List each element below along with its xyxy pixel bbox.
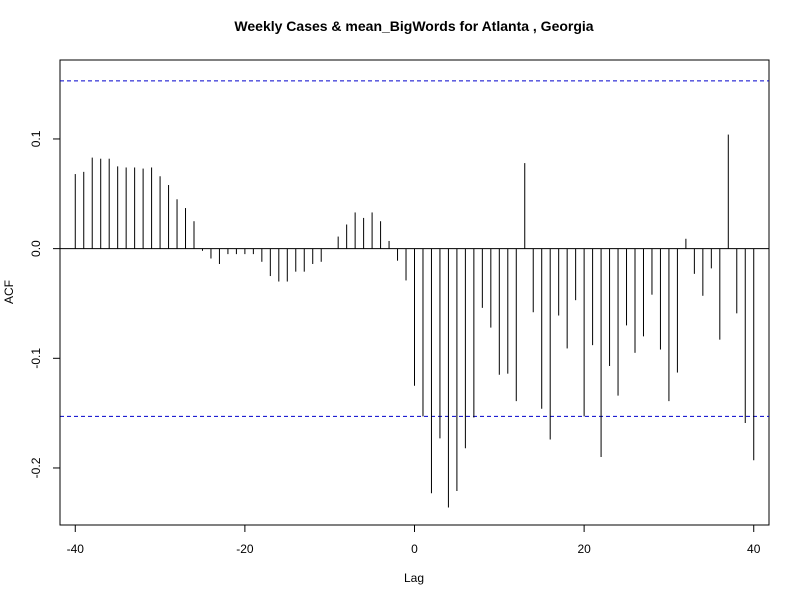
- y-axis: -0.2 -0.1 0.0 0.1: [29, 130, 61, 478]
- y-axis-label: ACF: [2, 280, 16, 304]
- chart-title: Weekly Cases & mean_BigWords for Atlanta…: [234, 18, 593, 34]
- x-tick-label: 40: [747, 542, 761, 556]
- y-tick-label: 0.0: [29, 240, 43, 257]
- y-tick-label: -0.2: [29, 457, 43, 478]
- x-tick-label: 20: [577, 542, 591, 556]
- acf-bars: [74, 134, 755, 508]
- x-axis-label: Lag: [404, 571, 424, 585]
- x-tick-label: -20: [236, 542, 254, 556]
- x-axis: -40 -20 0 20 40: [67, 524, 761, 556]
- y-tick-label: 0.1: [29, 130, 43, 147]
- x-tick-label: -40: [67, 542, 85, 556]
- confidence-bounds: [60, 80, 769, 417]
- y-tick-label: -0.1: [29, 348, 43, 369]
- x-tick-label: 0: [411, 542, 418, 556]
